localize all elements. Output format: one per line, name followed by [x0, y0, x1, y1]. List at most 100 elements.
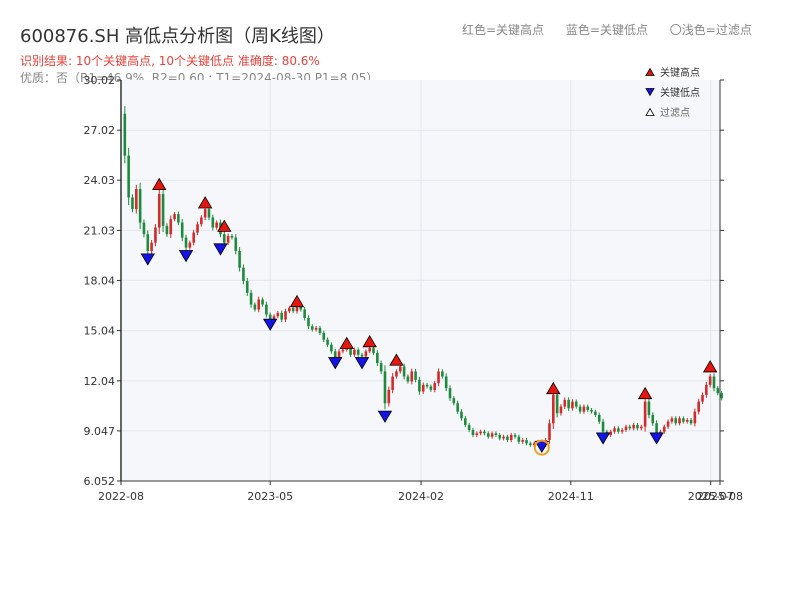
key-high-marker	[339, 336, 354, 349]
candle-body	[525, 440, 528, 444]
candle-body	[628, 426, 632, 429]
candle-body	[376, 353, 379, 364]
candle-body	[697, 401, 700, 412]
candle-body	[532, 443, 536, 446]
candle-body	[196, 224, 199, 233]
candle-body	[222, 234, 226, 243]
candle-body	[464, 418, 467, 425]
legend-key-high-label: 关键高点	[660, 66, 700, 79]
key-high-marker	[152, 177, 167, 190]
candle-body	[127, 155, 130, 198]
candle-body	[486, 433, 490, 437]
candle-body	[146, 234, 150, 251]
candle-body	[643, 401, 647, 427]
x-tick-label: 2023-05	[247, 490, 293, 503]
candle-body	[708, 376, 712, 385]
candle-body	[238, 250, 241, 268]
candle-body	[448, 388, 452, 399]
pivot-markers	[140, 177, 718, 456]
key-high-marker	[702, 360, 718, 373]
candle-body	[590, 409, 593, 412]
candle-body	[678, 418, 681, 424]
candle-body	[398, 366, 402, 372]
candle-body	[418, 379, 421, 392]
candle-body	[387, 389, 391, 404]
key-low-marker	[263, 318, 278, 331]
candle-body	[517, 436, 521, 442]
y-tick-label: 24.03	[84, 174, 116, 187]
candle-body	[548, 423, 551, 441]
key-low-marker	[328, 357, 343, 370]
legend-key-low-label: 关键低点	[660, 86, 700, 99]
recognition-result-text: 识别结果: 10个关键高点, 10个关键低点 准确度: 80.6%	[20, 54, 320, 68]
candle-body	[402, 366, 406, 377]
candle-body	[594, 411, 597, 415]
legend-filtered-label: 过滤点	[660, 106, 690, 119]
candle-body	[207, 209, 211, 218]
candle-body	[291, 307, 295, 312]
candle-body	[341, 349, 345, 352]
candle-body	[720, 393, 723, 399]
candle-body	[414, 371, 417, 380]
candle-body	[303, 309, 306, 318]
candle-body	[337, 351, 341, 359]
candle-body	[444, 376, 448, 389]
candle-body	[509, 435, 513, 441]
candle-body	[601, 421, 605, 432]
candle-body	[372, 348, 375, 354]
candle-body	[276, 312, 280, 317]
candle-body	[571, 401, 574, 409]
candle-body	[636, 424, 639, 429]
candle-body	[157, 194, 161, 228]
candle-body	[242, 267, 245, 282]
candle-body	[173, 214, 176, 220]
candle-body	[529, 443, 532, 446]
candle-body	[647, 401, 651, 415]
candle-body	[138, 189, 142, 223]
candle-body	[555, 394, 559, 414]
candle-body	[475, 433, 479, 436]
candle-body	[662, 426, 666, 432]
candle-body	[295, 304, 299, 312]
candle-body	[322, 332, 326, 340]
candle-body	[693, 411, 697, 424]
candle-body	[712, 376, 716, 389]
candle-body	[705, 384, 708, 395]
y-tick-label: 6.052	[84, 475, 116, 488]
x-tick-label: 2022-08	[98, 490, 144, 503]
candle-body	[582, 406, 586, 412]
key-high-marker	[546, 381, 561, 395]
candle-body	[620, 430, 624, 432]
key-low-marker	[377, 410, 393, 423]
candle-body	[261, 299, 264, 305]
candle-body	[314, 327, 318, 330]
candle-body	[502, 436, 505, 439]
candle-body	[307, 317, 310, 327]
legend-key-low-marker	[645, 88, 655, 97]
candle-body	[395, 371, 398, 377]
candle-body	[333, 351, 337, 359]
candle-body	[521, 440, 525, 442]
candle-body	[272, 316, 276, 320]
candle-body	[154, 227, 157, 243]
candle-body	[265, 304, 268, 315]
candle-body	[226, 235, 230, 243]
legend-light-filtered: 〇浅色=过滤点	[669, 23, 752, 37]
x-tick-label: 2025-07	[688, 490, 734, 503]
key-low-marker	[354, 357, 370, 370]
candle-body	[452, 398, 456, 404]
key-high-marker	[197, 196, 213, 209]
top-color-legend: 红色=关键高点 蓝色=关键低点 〇浅色=过滤点	[462, 21, 770, 38]
candle-body	[150, 242, 153, 251]
y-tick-label: 27.02	[84, 124, 116, 137]
legend-filtered-marker	[645, 107, 655, 116]
candle-body	[670, 418, 674, 422]
candle-body	[249, 292, 253, 305]
candle-body	[433, 383, 437, 390]
candle-body	[184, 237, 188, 248]
candle-body	[437, 371, 440, 384]
legend-key-high-marker	[645, 67, 655, 76]
candle-body	[288, 307, 291, 312]
candle-body	[421, 384, 425, 392]
